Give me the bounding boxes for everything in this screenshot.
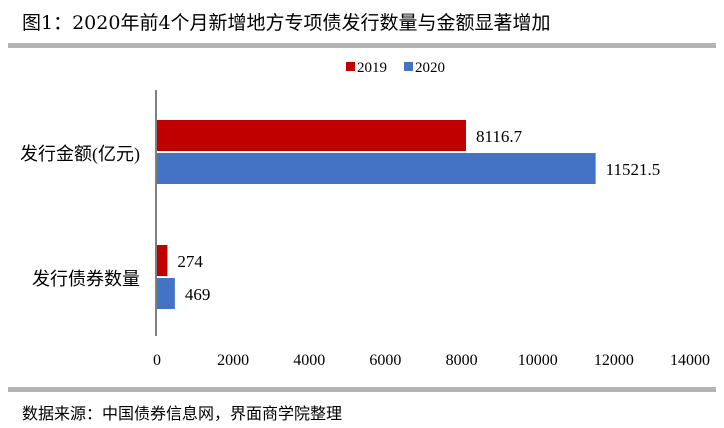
x-tick-label: 12000 [594,352,634,369]
data-label: 469 [185,285,211,304]
bottom-divider [8,387,716,392]
data-label: 11521.5 [606,160,661,179]
legend-label-2019: 2019 [357,60,387,76]
x-tick-label: 8000 [446,352,478,369]
top-divider [8,43,716,48]
x-tick-label: 6000 [369,352,401,369]
x-tick-label: 2000 [217,352,249,369]
legend-swatch-2019 [346,62,355,71]
bar-2020 [157,278,175,309]
legend-label-2020: 2020 [415,60,445,76]
source-note: 数据来源：中国债券信息网，界面商学院整理 [22,404,343,423]
bar-2020 [157,153,596,184]
x-tick-label: 10000 [518,352,558,369]
x-tick-label: 4000 [293,352,325,369]
category-label: 发行金额(亿元) [20,144,140,165]
chart-title: 图1：2020年前4个月新增地方专项债发行数量与金额显著增加 [22,12,551,34]
category-label: 发行债券数量 [32,269,140,289]
data-label: 8116.7 [476,127,523,146]
x-tick-label: 0 [153,352,161,369]
legend-swatch-2020 [404,62,413,71]
x-tick-label: 14000 [670,352,710,369]
data-label: 274 [177,252,203,271]
bar-2019 [157,245,168,276]
bar-2019 [157,120,467,151]
